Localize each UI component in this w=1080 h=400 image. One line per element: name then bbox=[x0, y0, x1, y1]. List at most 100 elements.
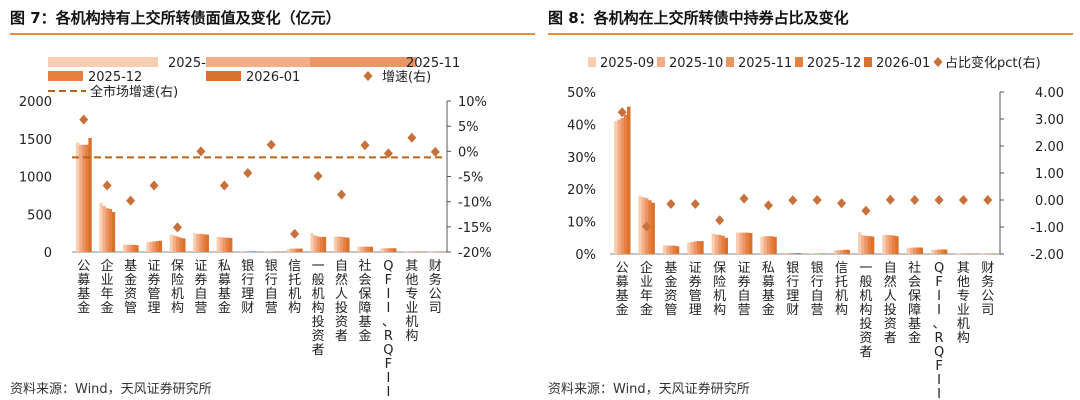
bar bbox=[867, 236, 872, 254]
growth-marker bbox=[79, 114, 89, 125]
x-tick-label: 基金资管 bbox=[124, 259, 137, 316]
x-tick-label: 证券自营 bbox=[194, 259, 207, 316]
bar bbox=[275, 251, 280, 253]
x-tick-label: 自然人投资者 bbox=[884, 261, 897, 346]
bar bbox=[992, 253, 997, 255]
x-tick-label: 一般机构投资者 bbox=[859, 261, 872, 360]
chart-panel-share: 图 8：各机构在上交所转债中持券占比及变化 2025-09 2025-10 2025… bbox=[548, 0, 1073, 400]
legend-swatch bbox=[48, 57, 158, 67]
bar bbox=[407, 251, 411, 253]
bar bbox=[961, 253, 966, 255]
bar bbox=[958, 253, 963, 255]
bar bbox=[617, 119, 621, 254]
legend-label: 增速(右) bbox=[382, 70, 431, 85]
legend-marker bbox=[933, 57, 943, 67]
bar bbox=[249, 251, 253, 252]
x-tick-label: 保险机构 bbox=[713, 261, 726, 318]
x-tick-label: 社会保障基金 bbox=[358, 258, 371, 344]
bar bbox=[822, 253, 826, 254]
bar bbox=[85, 144, 89, 252]
bar bbox=[286, 248, 291, 252]
y2-tick-label: 4.00 bbox=[1035, 86, 1064, 101]
growth-marker bbox=[243, 167, 253, 178]
bar bbox=[152, 241, 156, 252]
bar bbox=[293, 248, 297, 252]
bar bbox=[614, 121, 618, 254]
y2-tick-label: -1.00 bbox=[1030, 221, 1064, 236]
bar bbox=[339, 236, 344, 252]
bar bbox=[760, 236, 764, 254]
bar bbox=[888, 235, 893, 254]
bar bbox=[202, 234, 206, 252]
bar bbox=[787, 253, 792, 254]
bar bbox=[895, 236, 899, 254]
bar bbox=[316, 236, 320, 252]
growth-marker bbox=[958, 195, 968, 205]
bar bbox=[857, 232, 862, 254]
bar bbox=[79, 144, 83, 252]
bar bbox=[363, 246, 367, 252]
growth-marker bbox=[837, 198, 847, 209]
bar bbox=[870, 236, 875, 254]
growth-marker bbox=[739, 193, 749, 204]
bar bbox=[393, 248, 397, 252]
bar bbox=[135, 245, 139, 252]
x-tick-label: 信托机构 bbox=[288, 259, 301, 316]
growth-marker bbox=[788, 195, 798, 206]
bar bbox=[252, 251, 256, 252]
legend-label: 2025-10 bbox=[669, 56, 723, 71]
growth-marker bbox=[126, 195, 136, 206]
bar bbox=[108, 208, 113, 252]
title-rule bbox=[548, 33, 1073, 35]
x-tick-label: 银行理财 bbox=[786, 261, 799, 318]
x-tick-label: 一般机构投资者 bbox=[312, 259, 325, 358]
bar bbox=[742, 232, 746, 254]
legend-swatch bbox=[864, 57, 872, 67]
x-tick-label: 其他专业机构 bbox=[957, 261, 970, 346]
x-tick-label: 证券管理 bbox=[689, 261, 702, 318]
bar bbox=[931, 249, 935, 254]
growth-marker bbox=[149, 180, 159, 191]
bar bbox=[346, 237, 350, 252]
bar bbox=[366, 246, 370, 252]
x-tick-label: 银行自营 bbox=[265, 259, 278, 316]
bar bbox=[172, 235, 177, 252]
bar bbox=[216, 236, 221, 252]
bar bbox=[909, 247, 914, 254]
bar bbox=[714, 234, 719, 254]
legend-label: 占比变化pct(右) bbox=[945, 55, 1041, 71]
bar bbox=[739, 232, 743, 254]
bar bbox=[225, 237, 230, 252]
bar bbox=[700, 241, 704, 254]
growth-marker bbox=[290, 228, 300, 239]
growth-marker bbox=[690, 199, 700, 210]
bar bbox=[155, 241, 159, 252]
bar bbox=[319, 236, 324, 252]
bar bbox=[433, 251, 438, 253]
x-tick-label: 企业年金 bbox=[640, 260, 653, 318]
bar bbox=[864, 235, 868, 254]
bar bbox=[690, 242, 695, 254]
growth-marker bbox=[885, 194, 895, 205]
bar bbox=[638, 195, 643, 254]
growth-marker bbox=[666, 199, 676, 210]
legend-label: 2025-12 bbox=[807, 56, 861, 71]
legend-marker bbox=[363, 71, 373, 81]
y2-tick-label: 0% bbox=[458, 145, 479, 160]
bar bbox=[427, 251, 431, 253]
x-tick-label: Q F I I、 R Q F I I bbox=[382, 259, 395, 400]
legend-swatch bbox=[657, 57, 665, 67]
bar bbox=[413, 251, 417, 253]
bar bbox=[357, 246, 361, 252]
bar bbox=[99, 202, 103, 252]
bar bbox=[940, 249, 945, 254]
bar bbox=[416, 251, 420, 253]
bar bbox=[196, 233, 200, 252]
y-tick-label: 30% bbox=[567, 151, 596, 166]
bar bbox=[968, 253, 972, 255]
bar bbox=[129, 244, 133, 252]
bar bbox=[736, 232, 740, 254]
growth-marker bbox=[313, 170, 323, 181]
growth-marker bbox=[219, 180, 229, 191]
bar bbox=[380, 248, 385, 252]
